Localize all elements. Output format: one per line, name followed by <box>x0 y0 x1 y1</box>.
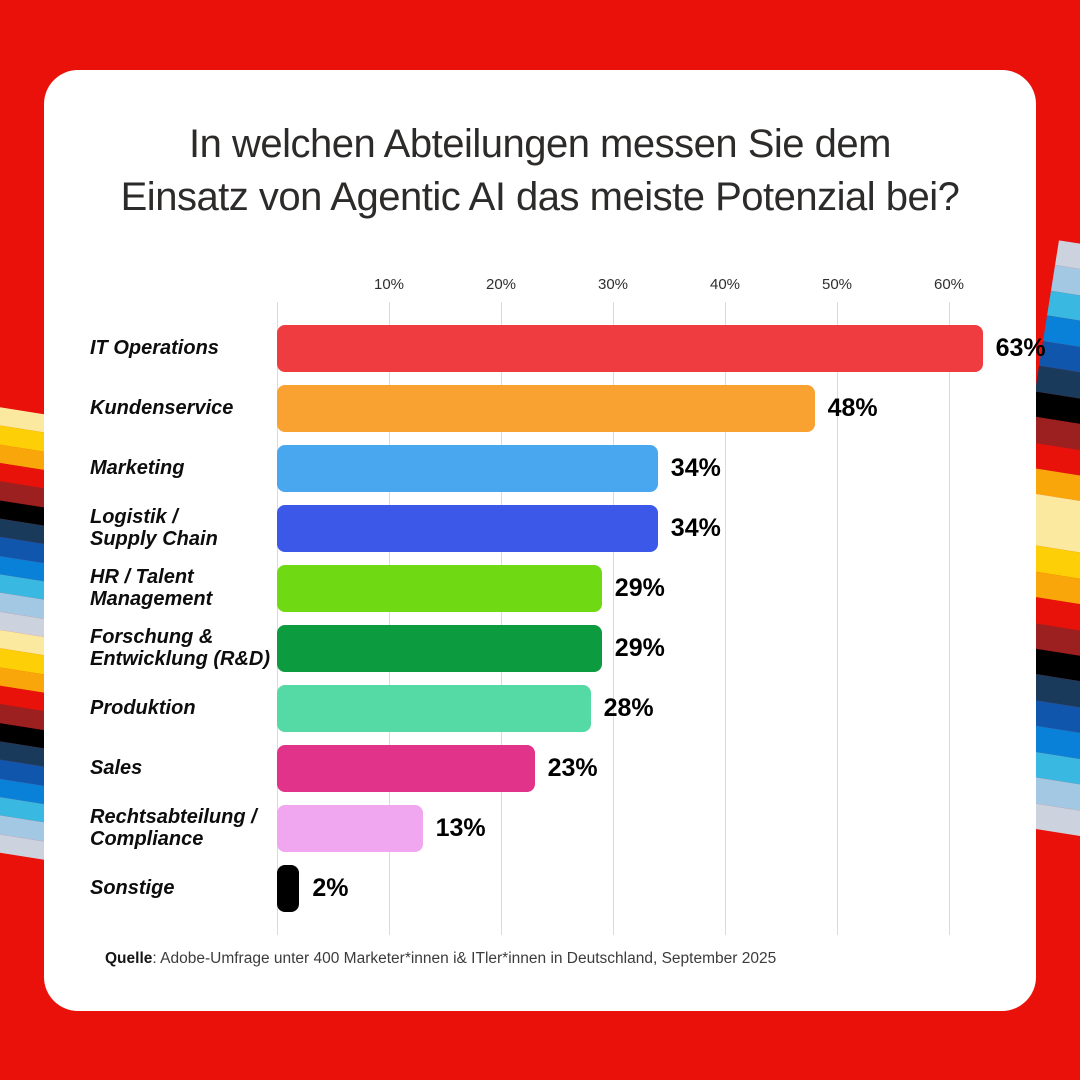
category-label: Sonstige <box>90 858 274 918</box>
gridline <box>277 302 278 935</box>
category-label-text: HR / Talent <box>90 566 194 588</box>
axis-tick-label: 50% <box>821 276 853 293</box>
chart-title: In welchen Abteilungen messen Sie dem Ei… <box>44 118 1036 224</box>
axis-tick-label: 30% <box>597 276 629 293</box>
category-label-text: Management <box>90 588 213 610</box>
gridline <box>837 302 838 935</box>
category-label-text: Compliance <box>90 828 204 850</box>
gridline <box>613 302 614 935</box>
bar-row: 34% <box>277 438 1020 498</box>
category-label-text: Rechtsabteilung / <box>90 806 257 828</box>
value-label: 34% <box>670 453 721 482</box>
category-label: Rechtsabteilung / Compliance <box>90 798 274 858</box>
bar-row: 23% <box>277 738 1020 798</box>
category-label: Sales <box>90 738 274 798</box>
value-label: 28% <box>603 693 654 722</box>
bar-series: 63% 48% 34% 34% 29% 29% <box>277 318 1046 918</box>
category-label-text: Supply Chain <box>90 528 218 550</box>
chart-title-line1: In welchen Abteilungen messen Sie dem <box>189 122 891 166</box>
value-label: 48% <box>827 393 878 422</box>
category-label-text: Sales <box>90 757 143 779</box>
value-label: 23% <box>547 753 598 782</box>
category-label: Marketing <box>90 438 274 498</box>
category-label: Forschung & Entwicklung (R&D) <box>90 618 274 678</box>
plot-gridlines: 10% 20% 30% 40% 50% 60% <box>277 276 977 935</box>
bar <box>277 504 658 552</box>
gridline <box>501 302 502 935</box>
bar-row: 28% <box>277 678 1020 738</box>
source-note-prefix: Quelle <box>105 950 153 967</box>
bar-row: 29% <box>277 558 1020 618</box>
bar <box>277 624 602 672</box>
bar <box>277 804 423 852</box>
bar <box>277 384 815 432</box>
bar <box>277 744 535 792</box>
category-label-text: Sonstige <box>90 877 175 899</box>
category-label-text: Logistik / <box>90 506 178 528</box>
value-label: 34% <box>670 513 721 542</box>
category-label-text: Entwicklung (R&D) <box>90 648 270 670</box>
bar <box>277 684 591 732</box>
category-label-text: Marketing <box>90 457 185 479</box>
axis-tick-label: 20% <box>485 276 517 293</box>
category-label: HR / Talent Management <box>90 558 274 618</box>
bar-row: 48% <box>277 378 1020 438</box>
axis-tick-label: 10% <box>373 276 405 293</box>
category-label: Kundenservice <box>90 378 274 438</box>
source-note: Quelle: Adobe-Umfrage unter 400 Marketer… <box>105 950 776 968</box>
value-label: 2% <box>312 873 349 902</box>
gridline <box>725 302 726 935</box>
value-label: 63% <box>995 333 1046 362</box>
value-label: 29% <box>614 573 665 602</box>
category-labels: IT Operations Kundenservice Marketing Lo… <box>90 318 274 918</box>
gridline <box>389 302 390 935</box>
value-label: 29% <box>614 633 665 662</box>
source-note-text: : Adobe-Umfrage unter 400 Marketer*innen… <box>152 950 777 967</box>
category-label-text: Produktion <box>90 697 196 719</box>
bar-row: 13% <box>277 798 1020 858</box>
category-label: IT Operations <box>90 318 274 378</box>
category-label: Logistik / Supply Chain <box>90 498 274 558</box>
axis-tick-label: 60% <box>933 276 965 293</box>
chart-card: In welchen Abteilungen messen Sie dem Ei… <box>44 70 1046 1011</box>
value-label: 13% <box>435 813 486 842</box>
category-label-text: Kundenservice <box>90 397 234 419</box>
bar-row: 2% <box>277 858 1020 918</box>
bar-row: 34% <box>277 498 1020 558</box>
category-label-text: Forschung & <box>90 626 214 648</box>
chart-title-line2: Einsatz von Agentic AI das meiste Potenz… <box>120 175 960 219</box>
category-label: Produktion <box>90 678 274 738</box>
bar <box>277 564 602 612</box>
gridline <box>949 302 950 935</box>
bar <box>277 444 658 492</box>
bar-row: 29% <box>277 618 1020 678</box>
bar-row: 63% <box>277 318 1046 378</box>
category-label-text: IT Operations <box>90 337 219 359</box>
bar <box>277 324 983 372</box>
bar <box>277 864 300 912</box>
axis-tick-label: 40% <box>709 276 741 293</box>
